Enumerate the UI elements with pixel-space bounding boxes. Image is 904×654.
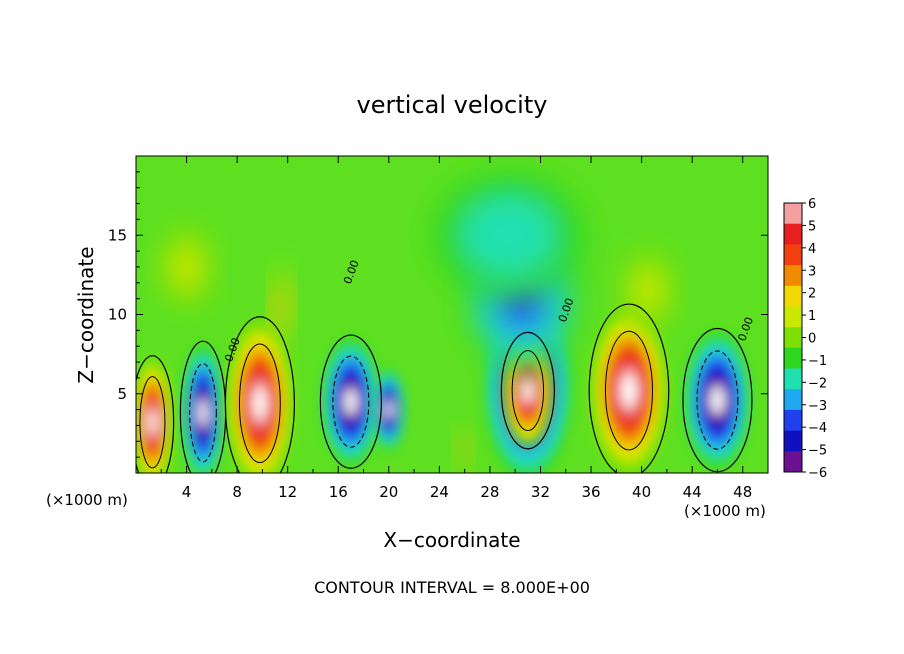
x-tick-label: 20 <box>379 483 398 501</box>
x-tick-label: 28 <box>480 483 499 501</box>
colorbar-swatch <box>784 389 802 411</box>
zero-contour <box>588 303 670 473</box>
x-axis: 4 8 12 16 20 24 28 32 36 40 44 48 <box>160 156 752 501</box>
velocity-cell <box>321 338 380 466</box>
colorbar-swatch <box>784 451 802 473</box>
contour-line <box>332 355 370 448</box>
velocity-level <box>462 196 556 275</box>
velocity-level <box>277 292 285 321</box>
chart-title: vertical velocity <box>357 91 548 119</box>
zero-contour <box>224 316 295 473</box>
velocity-level <box>198 398 208 428</box>
velocity-cell <box>161 227 212 307</box>
colorbar-label: −5 <box>808 444 827 459</box>
velocity-field <box>136 171 751 473</box>
colorbar-swatch <box>784 347 802 369</box>
contour-line <box>511 350 545 431</box>
contour-line <box>189 363 217 463</box>
colorbar-swatch <box>784 285 802 307</box>
colorbar: 6 5 4 3 2 1 0 −1 −2 −3 −4 −5 −6 <box>783 197 827 481</box>
colorbar-swatch <box>784 203 802 225</box>
colorbar-label: −2 <box>808 376 827 391</box>
velocity-cell <box>181 344 225 473</box>
colorbar-swatch <box>784 327 802 349</box>
x-tick-label: 44 <box>683 483 702 501</box>
contour-line <box>604 330 653 451</box>
zero-contour <box>500 331 555 450</box>
x-axis-label: X−coordinate <box>383 528 520 552</box>
colorbar-label: −3 <box>808 399 827 414</box>
velocity-level <box>632 266 664 316</box>
zero-contour <box>319 334 382 469</box>
y-axis: 5 10 15 <box>108 171 768 458</box>
velocity-level <box>461 444 466 455</box>
colorbar-label: −1 <box>808 354 827 369</box>
contour-line <box>238 343 281 464</box>
x-tick-label: 32 <box>531 483 550 501</box>
plot-area: 0.000.000.000.00 <box>136 156 768 473</box>
x-unit-right: (×1000 m) <box>684 502 766 520</box>
y-axis-label: Z−coordinate <box>74 246 98 383</box>
colorbar-swatch <box>784 430 802 452</box>
x-tick-label: 24 <box>430 483 449 501</box>
velocity-level <box>148 410 157 435</box>
colorbar-label: 6 <box>808 197 816 212</box>
x-tick-label: 36 <box>581 483 600 501</box>
velocity-level <box>253 387 266 419</box>
colorbar-swatch <box>784 223 802 245</box>
y-tick-label: 10 <box>108 306 127 324</box>
colorbar-swatch <box>784 306 802 328</box>
y-tick-label: 5 <box>117 385 127 403</box>
colorbar-label: 4 <box>808 242 816 257</box>
velocity-cell <box>455 431 471 467</box>
velocity-cell <box>684 331 751 469</box>
velocity-level <box>621 375 637 406</box>
x-tick-label: 12 <box>278 483 297 501</box>
contour-interval-note: CONTOUR INTERVAL = 8.000E+00 <box>314 578 590 597</box>
velocity-cell <box>433 171 585 299</box>
contour-line <box>696 350 739 450</box>
x-tick-label: 40 <box>632 483 651 501</box>
y-tick-label: 15 <box>108 226 127 244</box>
x-unit-left: (×1000 m) <box>46 491 128 509</box>
colorbar-label: 3 <box>808 264 816 279</box>
colorbar-label: 5 <box>808 219 816 234</box>
colorbar-swatch <box>784 368 802 390</box>
velocity-level <box>710 385 725 415</box>
velocity-cell <box>622 251 674 331</box>
colorbar-label: −6 <box>808 466 827 481</box>
velocity-level <box>385 400 393 419</box>
colorbar-label: 0 <box>808 332 816 347</box>
velocity-cell <box>591 308 667 473</box>
zero-contour <box>136 355 175 473</box>
colorbar-swatch <box>784 244 802 266</box>
x-tick-label: 4 <box>182 483 192 501</box>
velocity-level <box>170 242 203 292</box>
colorbar-label: 2 <box>808 287 816 302</box>
colorbar-swatch <box>784 409 802 432</box>
velocity-level <box>523 380 533 401</box>
colorbar-swatch <box>784 265 802 287</box>
colorbar-label: −4 <box>808 421 827 436</box>
velocity-level <box>344 388 357 415</box>
contour-line <box>139 376 166 469</box>
x-tick-label: 8 <box>232 483 242 501</box>
velocity-cell <box>372 368 406 451</box>
x-tick-label: 48 <box>733 483 752 501</box>
velocity-cell <box>226 320 293 473</box>
x-tick-label: 16 <box>329 483 348 501</box>
colorbar-label: 1 <box>808 309 816 324</box>
